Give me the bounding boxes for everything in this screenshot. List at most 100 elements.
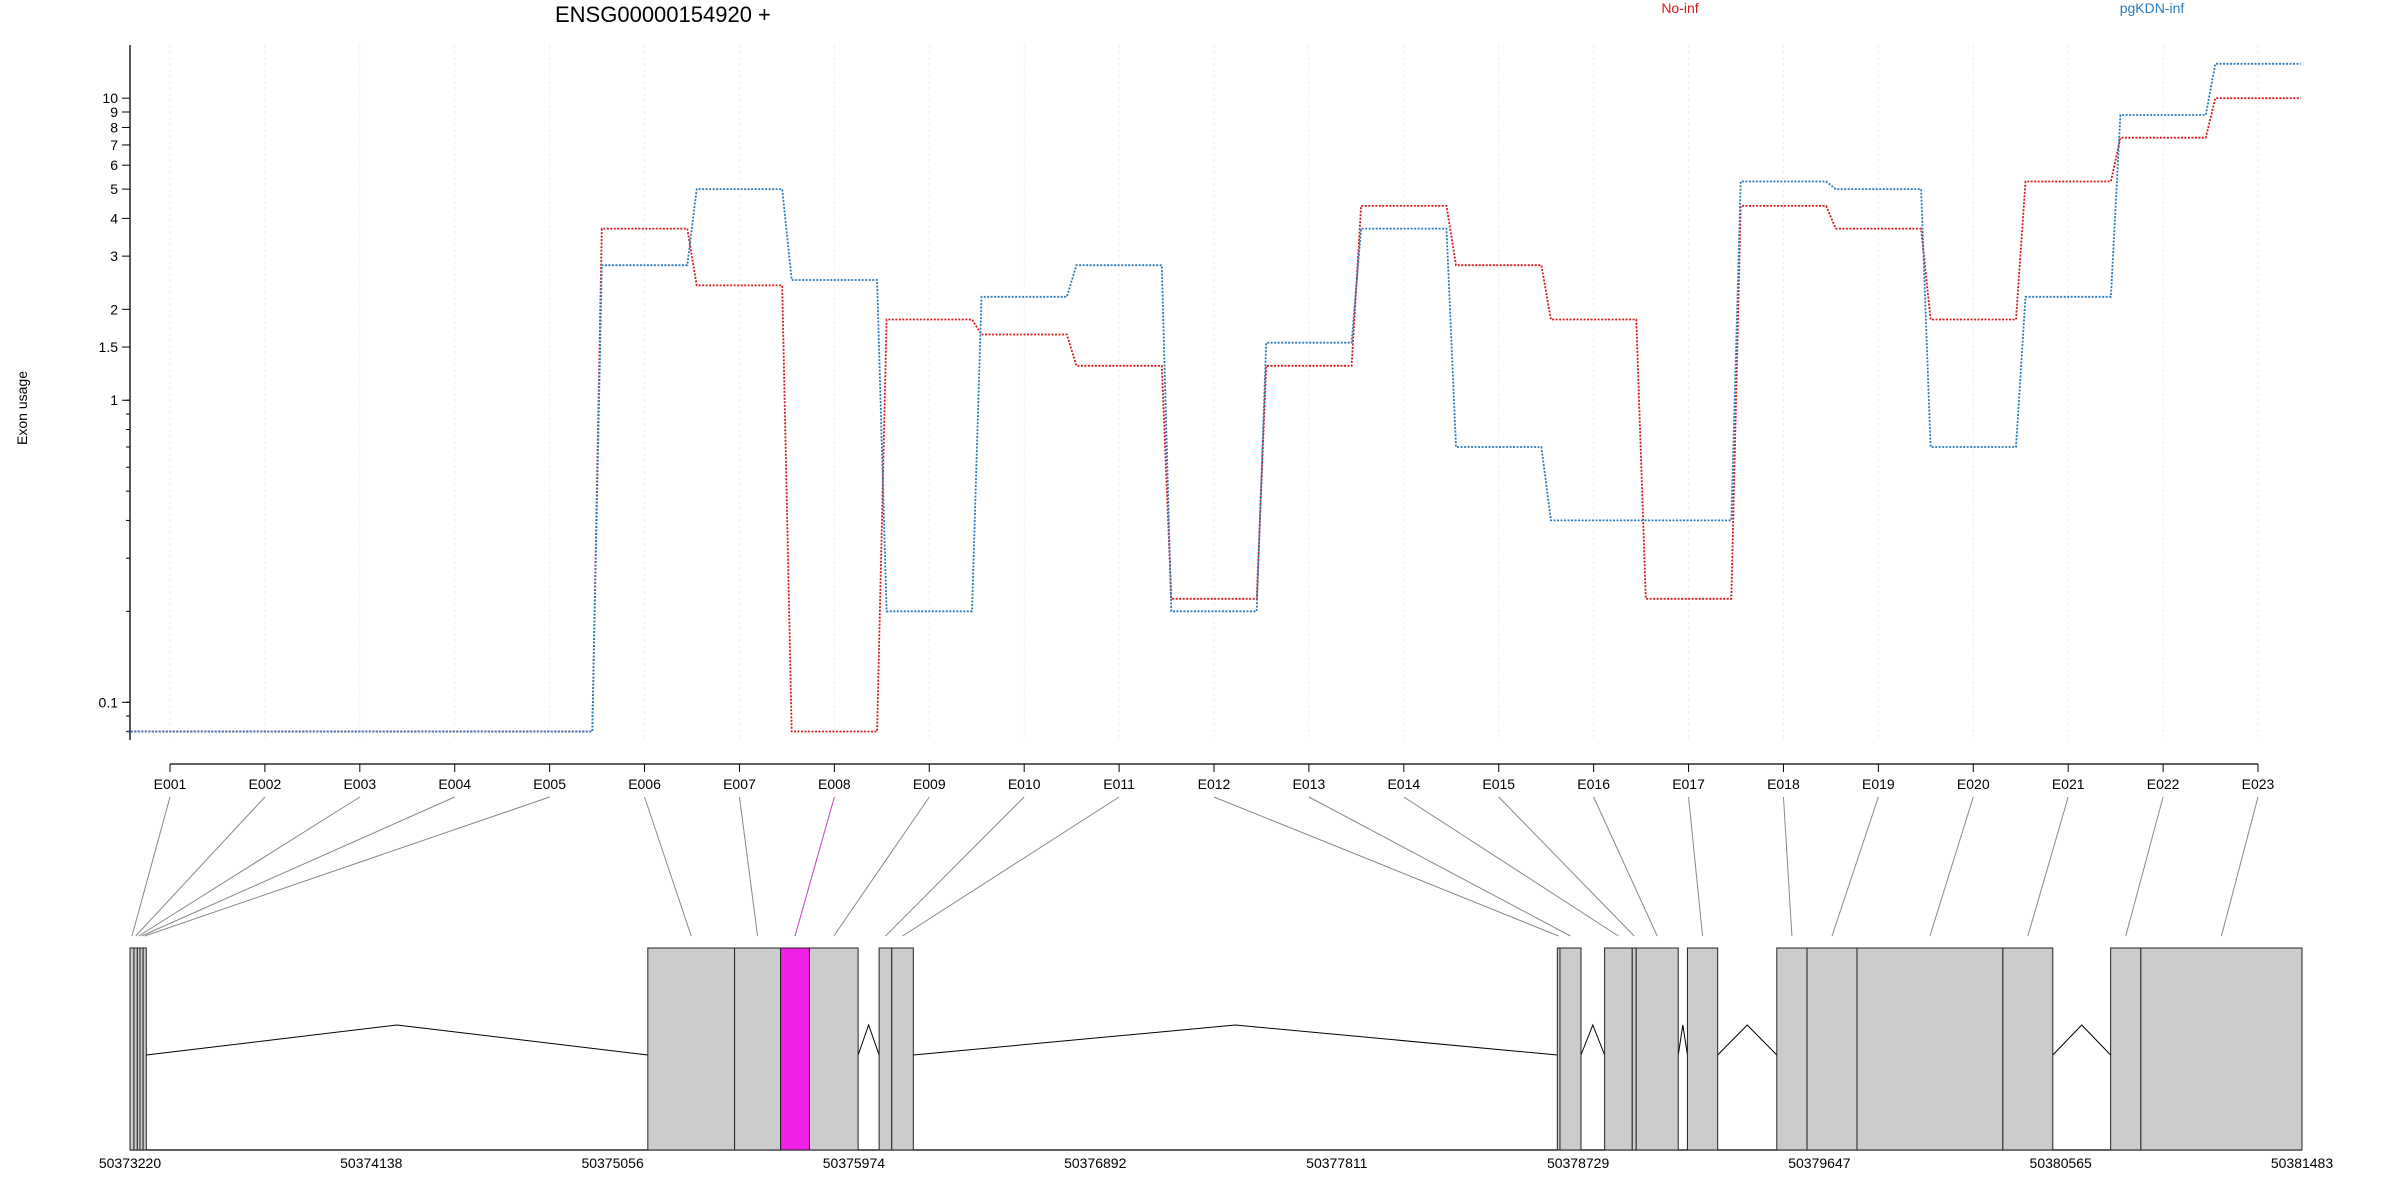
intron-line	[857, 1023, 880, 1056]
y-tick-label: 1	[110, 392, 118, 408]
exon-box-e020	[1856, 947, 2004, 1151]
genomic-coordinate-label: 50375974	[823, 1155, 886, 1171]
vertical-gridlines	[169, 45, 2259, 740]
x-tick-label: E012	[1198, 776, 1231, 792]
exon-box-e014	[1604, 947, 1633, 1151]
y-tick-label: 0.1	[99, 694, 119, 710]
x-tick-label: E005	[533, 776, 566, 792]
y-tick-label: 5	[110, 181, 118, 197]
exon-connector-lines	[131, 796, 2259, 937]
connector-e004	[141, 796, 455, 937]
y-tick-label: 8	[110, 119, 118, 135]
genomic-coordinate-label: 50380565	[2030, 1155, 2093, 1171]
intron-line	[146, 1024, 648, 1056]
exon-box-e006	[647, 947, 736, 1151]
intron-line	[913, 1024, 1558, 1056]
connector-e010	[885, 796, 1025, 937]
x-tick-label: E018	[1767, 776, 1800, 792]
x-tick-label: E009	[913, 776, 946, 792]
connector-e007	[738, 796, 759, 937]
y-tick-label: 10	[102, 90, 118, 106]
intron-line	[1717, 1024, 1778, 1056]
exon-box-e023	[2140, 947, 2303, 1151]
connector-e001	[131, 796, 171, 937]
x-tick-label: E007	[723, 776, 756, 792]
connector-e023	[2220, 796, 2259, 937]
exon-box-e016	[1635, 947, 1679, 1151]
genomic-coordinate-label: 50376892	[1064, 1155, 1127, 1171]
connector-e014	[1403, 796, 1619, 937]
exon-box-e002	[133, 947, 138, 1151]
y-tick-label: 7	[110, 137, 118, 153]
connector-e008	[794, 796, 835, 937]
intron-line	[1580, 1023, 1606, 1056]
genomic-coordinate-label: 50373220	[99, 1155, 162, 1171]
x-tick-label: E003	[343, 776, 376, 792]
exon-box-e010	[878, 947, 893, 1151]
exon-box-e005	[142, 947, 147, 1151]
connector-e005	[144, 796, 550, 937]
genomic-coordinate-label: 50374138	[340, 1155, 403, 1171]
series-line-no-inf	[127, 97, 2301, 733]
exon-box-e018	[1776, 947, 1808, 1151]
y-axis-label: Exon usage	[14, 371, 30, 445]
connector-e018	[1782, 796, 1793, 937]
connector-e019	[1831, 796, 1879, 937]
exon-box-e001	[129, 947, 135, 1151]
x-tick-label: E017	[1672, 776, 1705, 792]
x-tick-label: E023	[2242, 776, 2275, 792]
series-line-pgkdn-inf	[127, 62, 2301, 733]
connector-e013	[1308, 796, 1571, 937]
genomic-coordinate-label: 50375056	[581, 1155, 644, 1171]
connector-e021	[2027, 796, 2069, 937]
connector-e017	[1688, 796, 1704, 937]
connector-e020	[1929, 796, 1974, 937]
intron-line	[1677, 1024, 1688, 1056]
connector-e006	[644, 796, 692, 937]
connector-e012	[1213, 796, 1559, 937]
connector-e003	[138, 796, 361, 937]
exon-box-e008	[780, 947, 810, 1151]
x-tick-label: E011	[1103, 776, 1135, 792]
exon-box-e017	[1686, 947, 1719, 1151]
legend-entry-no-inf: No-inf	[1661, 0, 1698, 16]
exon-box-e021	[2002, 947, 2054, 1151]
exon-box-e015	[1631, 947, 1637, 1151]
x-tick-label: E013	[1293, 776, 1326, 792]
exon-box-e022	[2110, 947, 2142, 1151]
x-tick-label: E001	[154, 776, 187, 792]
genomic-coordinate-label: 50377811	[1306, 1155, 1367, 1171]
x-tick-label: E019	[1862, 776, 1895, 792]
exon-box-e013	[1559, 947, 1582, 1151]
y-tick-label: 4	[110, 210, 118, 226]
x-tick-label: E022	[2147, 776, 2180, 792]
x-tick-label: E002	[249, 776, 282, 792]
connector-e016	[1593, 796, 1658, 937]
y-tick-label: 2	[110, 301, 118, 317]
x-tick-label: E014	[1387, 776, 1420, 792]
y-tick-label: 1.5	[99, 339, 119, 355]
x-tick-label: E015	[1482, 776, 1515, 792]
x-tick-label: E016	[1577, 776, 1610, 792]
x-tick-label: E006	[628, 776, 661, 792]
connector-e015	[1498, 796, 1635, 937]
exon-box-e019	[1806, 947, 1858, 1151]
genomic-coordinate-label: 50379647	[1788, 1155, 1851, 1171]
y-tick-label: 6	[110, 157, 118, 173]
genomic-coordinate-label: 50381483	[2271, 1155, 2334, 1171]
x-tick-label: E008	[818, 776, 851, 792]
connector-e009	[833, 796, 930, 937]
exon-box-e009	[808, 947, 859, 1151]
chart-title: ENSG00000154920 +	[555, 2, 771, 27]
x-tick-label: E010	[1008, 776, 1041, 792]
intron-line	[2052, 1024, 2111, 1056]
x-tick-label: E020	[1957, 776, 1990, 792]
y-tick-label: 9	[110, 104, 118, 120]
exon-box-e007	[734, 947, 782, 1151]
x-tick-label: E021	[2052, 776, 2085, 792]
series-lines	[127, 62, 2301, 733]
genomic-coordinate-label: 50378729	[1547, 1155, 1610, 1171]
x-tick-label: E004	[438, 776, 471, 792]
